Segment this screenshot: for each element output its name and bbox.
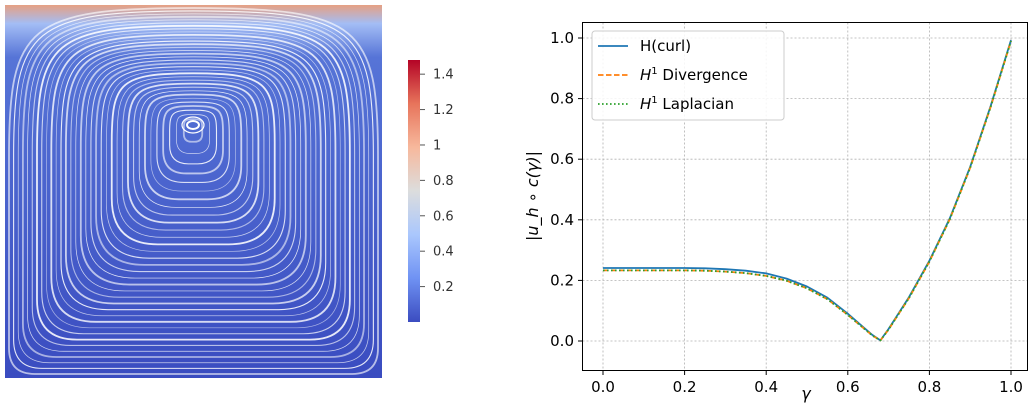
y-tick-label: 0.8 [550,90,574,108]
x-tick-label: 0.8 [917,378,941,396]
y-ticks: 0.0 0.2 0.4 0.6 0.8 1.0 [550,29,583,350]
series-line-h1-laplacian [603,40,1012,342]
x-tick-label: 0.4 [754,378,778,396]
y-axis-label: |u_h ∘ c(γ)| [523,151,543,241]
vortex-ring [181,116,205,134]
streamline [156,101,230,184]
streamline [176,114,210,154]
colorbar-tick-label: 0.2 [433,280,454,295]
y-tick-label: 1.0 [550,29,574,47]
streamline [110,72,276,246]
colorbar-tick-label: 1.4 [433,68,454,83]
x-tick-label: 0.0 [591,378,615,396]
streamline [150,97,236,192]
colorbar-tick-label: 0.6 [433,209,454,224]
legend-box [591,30,785,121]
y-tick-label: 0.0 [550,332,574,350]
streamline [162,105,224,175]
streamline [132,86,254,216]
streamline [75,50,312,292]
x-axis-label: γ [801,384,812,403]
y-tick-label: 0.6 [550,150,574,168]
streamline [60,40,327,311]
legend: H(curl) H1 Divergence H1 Laplacian [591,30,785,121]
streamline [90,59,297,273]
streamline [106,69,281,252]
streamline [79,52,307,286]
streamline [116,76,270,238]
streamline [17,13,370,364]
streamline [121,79,265,231]
colorbar-tick-label: 0.4 [433,245,454,260]
streamline [55,37,331,317]
y-tick-label: 0.4 [550,211,574,229]
x-tick-label: 0.6 [836,378,860,396]
line-chart: 0.0 0.2 0.4 0.6 0.8 1.0 0.00.20.40.60.81.0 γ … [523,22,1029,403]
x-tick-label: 0.2 [673,378,697,396]
colorbar: 1.4 1.2 1 0.8 0.6 0.4 0.2 [408,60,454,322]
x-tick-label: 1.0 [999,378,1023,396]
streamline [50,34,337,323]
y-tick-label: 0.2 [550,271,574,289]
streamline [46,31,341,329]
streamline [85,56,302,279]
streamline [138,90,248,208]
streamline [8,7,379,375]
streamline [95,62,292,266]
streamline [36,24,351,341]
streamline [127,82,260,224]
streamline [100,66,286,259]
colorbar-tick-label: 0.8 [433,174,454,189]
streamline [70,46,317,298]
streamline [169,109,218,165]
colorbar-tick-label: 1 [433,138,441,153]
streamline [41,28,346,335]
streamline [144,93,243,201]
legend-label-hcurl: H(curl) [640,37,691,55]
legend-label-h1-divergence: H1 Divergence [640,66,748,84]
streamline [13,10,374,369]
streamline [65,43,322,305]
streamline [182,118,204,143]
streamline-plot [5,5,382,378]
series-line-hcurl [603,39,1012,342]
axes-frame [582,22,1028,371]
x-ticks: 0.0 0.2 0.4 0.6 0.8 1.0 [591,370,1023,396]
streamline [27,19,360,352]
streamline [21,15,365,358]
vortex-core [186,120,200,130]
colorbar-ticks: 1.4 1.2 1 0.8 0.6 0.4 0.2 [420,68,454,295]
colorbar-tick-label: 1.2 [433,103,454,118]
colorbar-gradient [408,60,420,322]
series-lines [603,39,1012,342]
legend-label-h1-laplacian: H1 Laplacian [640,95,734,113]
streamlines [8,7,379,375]
streamline [31,22,356,347]
